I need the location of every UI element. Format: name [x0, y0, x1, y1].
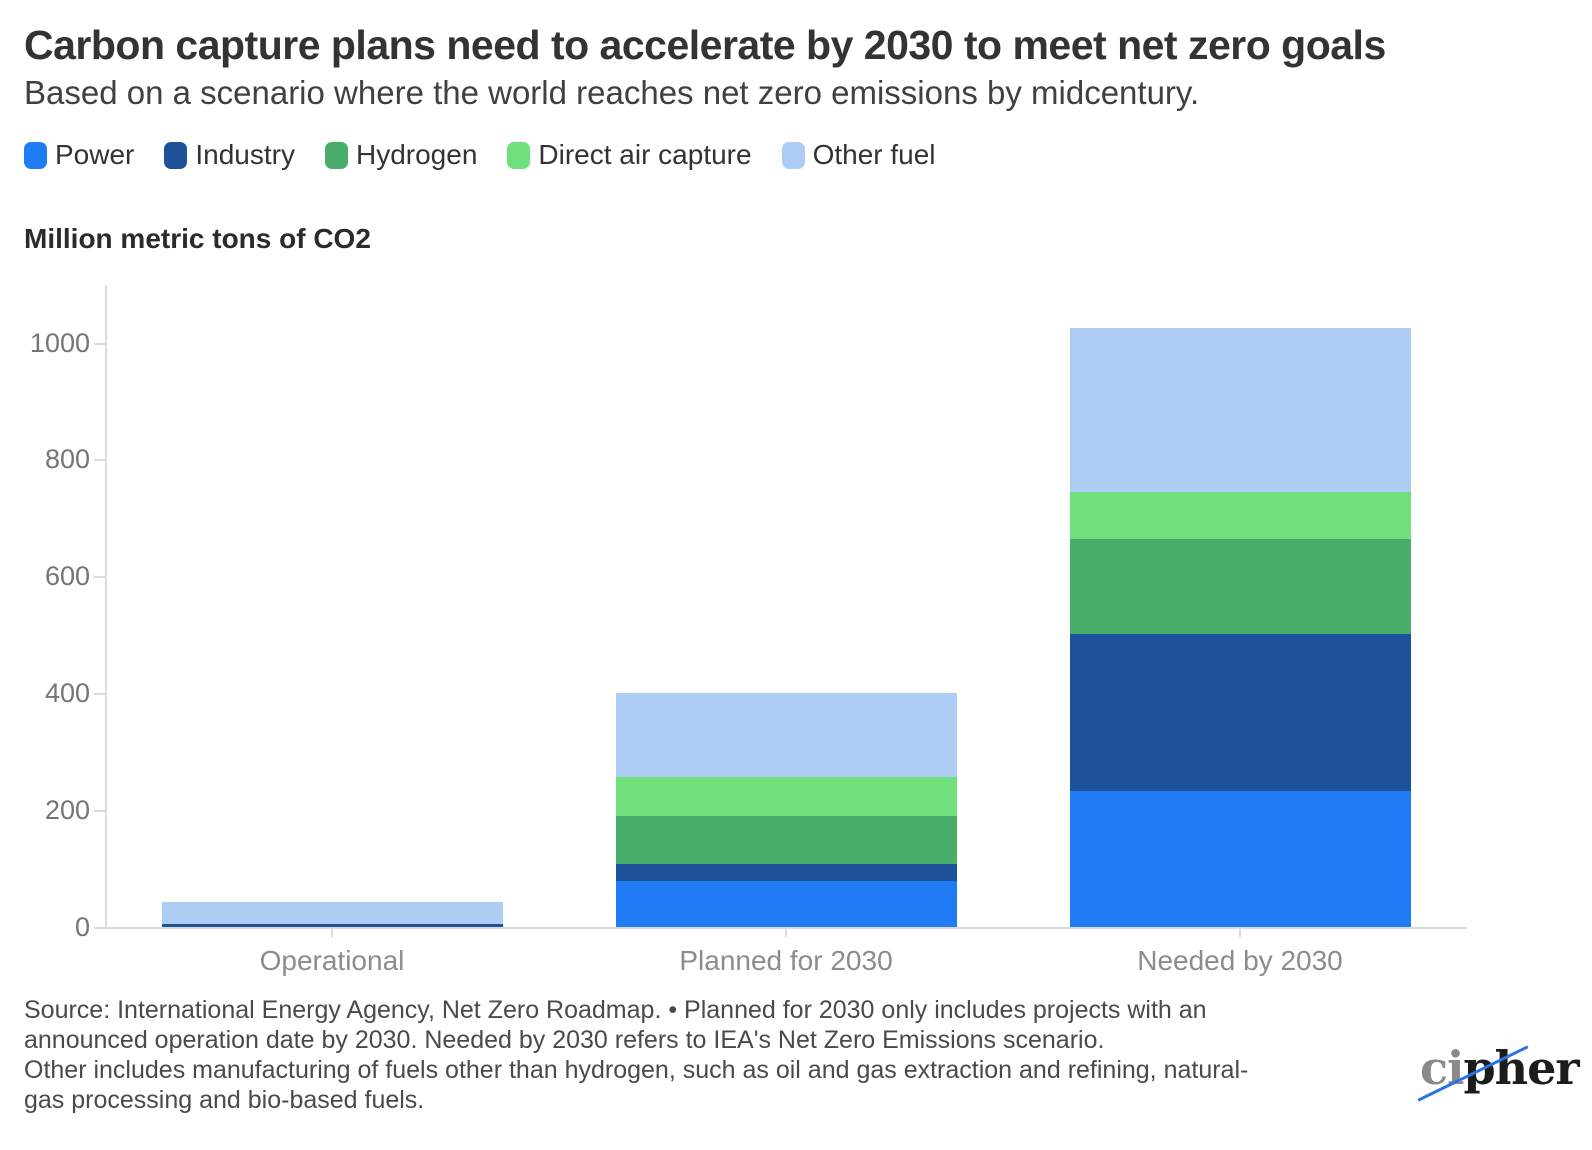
source-note-line: announced operation date by 2030. Needed…	[24, 1026, 1105, 1054]
bar-segment-power	[615, 881, 957, 927]
legend-swatch-direct-air-capture	[507, 141, 531, 169]
legend-label-direct-air-capture: Direct air capture	[538, 139, 752, 170]
legend: Power Industry Hydrogen Direct air captu…	[24, 139, 936, 171]
legend-label-hydrogen: Hydrogen	[355, 139, 478, 170]
source-note-line: Other includes manufacturing of fuels ot…	[24, 1056, 1249, 1084]
legend-item-power: Power	[24, 139, 134, 171]
legend-label-other-fuel: Other fuel	[812, 139, 936, 170]
y-tick-mark	[94, 459, 105, 462]
cipher-logo: cipher	[1417, 1028, 1580, 1108]
legend-item-hydrogen: Hydrogen	[324, 139, 478, 171]
bar-segment-power	[1069, 791, 1411, 927]
bar-segment-industry	[1069, 633, 1411, 792]
y-axis-line	[105, 285, 107, 929]
legend-label-power: Power	[55, 139, 135, 170]
x-tick-mark	[331, 929, 333, 937]
x-tick-mark	[1239, 929, 1241, 937]
bar-segment-direct-air-capture	[615, 776, 957, 816]
bar-segment-other-fuel	[161, 901, 503, 925]
page-title: Carbon capture plans need to accelerate …	[24, 22, 1386, 68]
source-note: Source: International Energy Agency, Net…	[24, 995, 1404, 1115]
y-tick-label: 400	[44, 678, 90, 709]
legend-swatch-hydrogen	[324, 141, 348, 169]
legend-swatch-industry	[164, 141, 188, 169]
y-tick-mark	[94, 576, 105, 579]
x-tick-mark	[785, 929, 787, 937]
bar-segment-other-fuel	[615, 693, 957, 777]
bar-segment-hydrogen	[1069, 539, 1411, 634]
bar-segment-other-fuel	[1069, 327, 1411, 493]
bar-segment-industry	[161, 924, 503, 927]
legend-item-other-fuel: Other fuel	[781, 139, 936, 171]
source-note-line: Source: International Energy Agency, Net…	[24, 996, 1207, 1024]
y-tick-label: 200	[44, 795, 90, 826]
y-tick-mark	[94, 810, 105, 813]
y-tick-mark	[94, 693, 105, 696]
legend-label-industry: Industry	[195, 139, 295, 170]
bar-segment-hydrogen	[615, 815, 957, 865]
x-category-label: Operational	[259, 945, 405, 976]
y-tick-label: 1000	[29, 327, 90, 358]
page-subtitle: Based on a scenario where the world reac…	[24, 74, 1200, 111]
y-tick-label: 800	[44, 444, 90, 475]
y-tick-label: 0	[74, 912, 90, 942]
x-axis-line	[105, 927, 1467, 929]
legend-item-industry: Industry	[164, 139, 295, 171]
y-axis-title: Million metric tons of CO2	[24, 223, 371, 254]
bar-segment-industry	[615, 864, 957, 882]
y-tick-mark	[94, 342, 105, 345]
y-tick-label: 600	[44, 561, 90, 592]
x-category-label: Planned for 2030	[679, 945, 893, 976]
x-category-label: Needed by 2030	[1137, 945, 1343, 976]
legend-item-direct-air-capture: Direct air capture	[507, 139, 752, 171]
y-tick-mark	[94, 927, 105, 929]
legend-swatch-other-fuel	[781, 141, 805, 169]
legend-swatch-power	[24, 141, 47, 169]
source-note-line: gas processing and bio-based fuels.	[24, 1086, 425, 1114]
bar-segment-direct-air-capture	[1069, 492, 1411, 540]
